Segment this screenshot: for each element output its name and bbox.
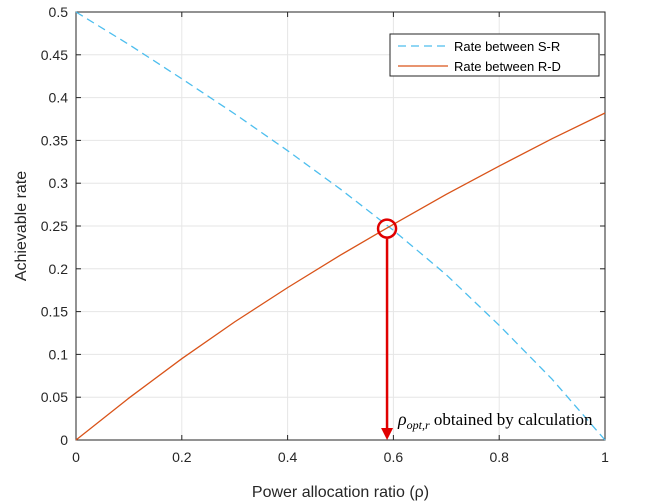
y-tick-label: 0.05	[41, 389, 68, 405]
x-tick-label: 0	[72, 449, 80, 465]
y-tick-label: 0.5	[49, 4, 69, 20]
legend: Rate between S-R Rate between R-D	[389, 33, 600, 77]
tick-labels: 0 0.2 0.4 0.6 0.8 1 0 0.05 0.1 0.15 0.2 0.25 0.3 0.35…	[41, 4, 609, 465]
y-axis-label: Achievable rate	[13, 171, 30, 281]
legend-box	[389, 33, 600, 77]
x-tick-label: 0.6	[384, 449, 404, 465]
y-tick-label: 0.2	[49, 261, 69, 277]
intersection-marker	[376, 218, 398, 239]
annotation-label: ρopt,r obtained by calculation	[397, 409, 593, 432]
x-axis-label: Power allocation ratio (ρ)	[252, 484, 429, 501]
y-tick-label: 0.25	[41, 218, 68, 234]
annotation-text: obtained by calculation	[430, 410, 593, 429]
annotation: ρopt,r obtained by calculation	[376, 218, 593, 440]
arrow-head	[381, 428, 394, 440]
axes	[75, 11, 606, 441]
x-tick-label: 0.2	[172, 449, 192, 465]
x-tick-label: 0.4	[278, 449, 298, 465]
series-lines	[75, 11, 606, 441]
legend-label-2: Rate between R-D	[454, 59, 561, 74]
y-tick-label: 0.4	[49, 90, 69, 106]
legend-label-1: Rate between S-R	[454, 39, 560, 54]
y-tick-label: 0.35	[41, 132, 68, 148]
series-line-2	[75, 112, 606, 441]
y-tick-label: 0.45	[41, 47, 68, 63]
x-tick-label: 1	[601, 449, 609, 465]
y-tick-label: 0.3	[49, 175, 69, 191]
y-tick-label: 0.1	[49, 346, 69, 362]
series-line-1	[75, 11, 606, 441]
grid	[76, 12, 605, 440]
annotation-symbol: ρ	[397, 409, 407, 429]
y-tick-label: 0.15	[41, 304, 68, 320]
x-tick-label: 0.8	[489, 449, 509, 465]
y-tick-label: 0	[60, 432, 68, 448]
annotation-subscript: opt,r	[407, 418, 430, 432]
